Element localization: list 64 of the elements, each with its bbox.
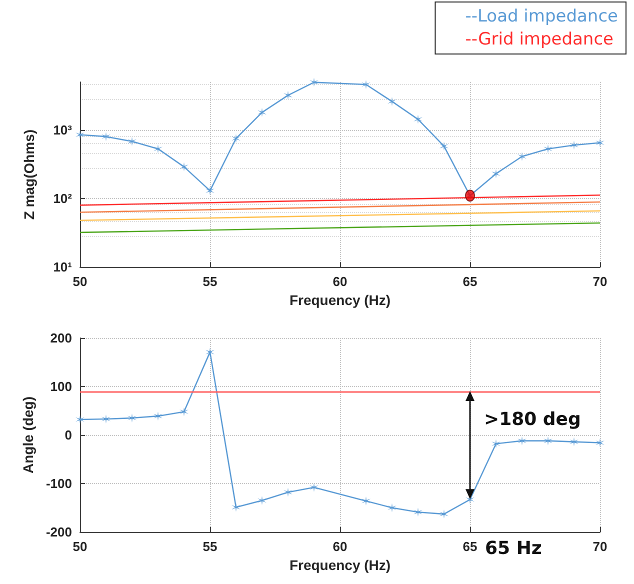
x-tick-label: 60 xyxy=(332,539,348,554)
x-tick-label: 60 xyxy=(332,274,348,290)
point xyxy=(310,482,318,492)
point xyxy=(102,414,110,424)
point xyxy=(544,144,552,154)
point xyxy=(284,488,292,497)
point xyxy=(388,96,396,106)
x-tick-label: 70 xyxy=(592,274,608,290)
text: --Load impedance xyxy=(465,6,618,26)
point xyxy=(596,138,604,148)
point xyxy=(76,414,84,424)
point xyxy=(596,438,604,448)
x-tick-label: 55 xyxy=(202,274,218,290)
point xyxy=(414,114,422,124)
y-tick-label: -100 xyxy=(46,476,72,491)
point xyxy=(362,496,370,506)
point xyxy=(570,437,578,446)
point xyxy=(232,134,240,144)
point xyxy=(492,439,500,448)
point xyxy=(362,80,370,89)
point xyxy=(440,142,448,151)
x-tick-label: 70 xyxy=(592,539,608,554)
x-tick-label: 65 xyxy=(462,539,478,554)
text: --Grid impedance xyxy=(465,30,614,50)
point xyxy=(102,132,110,142)
point xyxy=(518,436,526,446)
y-tick-label: 200 xyxy=(50,330,72,346)
y-tick-label: -200 xyxy=(46,524,72,540)
point xyxy=(206,348,214,357)
x-axis-title: Frequency (Hz) xyxy=(289,292,391,308)
y-tick-label: 0 xyxy=(64,428,72,442)
y-tick-label: 100 xyxy=(50,379,72,394)
y-axis-title: Angle (deg) xyxy=(20,396,36,474)
x-tick-label: 55 xyxy=(202,539,218,554)
point xyxy=(154,412,162,421)
x-tick-label: 50 xyxy=(72,539,88,554)
y-tick-label: 10² xyxy=(53,191,73,206)
point xyxy=(128,414,136,423)
point xyxy=(492,169,500,178)
point xyxy=(388,503,396,512)
point xyxy=(258,108,266,117)
point xyxy=(76,130,84,140)
y-tick-label: 10¹ xyxy=(53,260,72,275)
text: 65 Hz xyxy=(485,538,542,559)
point xyxy=(258,496,266,505)
point xyxy=(310,78,318,87)
point xyxy=(206,186,214,196)
point xyxy=(544,436,552,446)
point xyxy=(284,90,292,100)
x-tick-label: 50 xyxy=(72,274,88,290)
point xyxy=(180,162,188,172)
point xyxy=(414,508,422,517)
point xyxy=(154,144,162,154)
point xyxy=(232,502,240,512)
y-tick-label: 10³ xyxy=(53,122,73,138)
point xyxy=(518,152,526,161)
annotation: >180 deg xyxy=(484,409,581,430)
point xyxy=(180,407,188,416)
point xyxy=(128,136,136,146)
point xyxy=(570,140,578,150)
y-axis-title: Z mag(Ohms) xyxy=(21,129,37,220)
x-tick-label: 65 xyxy=(462,274,478,290)
x-axis-title: Frequency (Hz) xyxy=(289,556,391,573)
point xyxy=(440,510,448,519)
